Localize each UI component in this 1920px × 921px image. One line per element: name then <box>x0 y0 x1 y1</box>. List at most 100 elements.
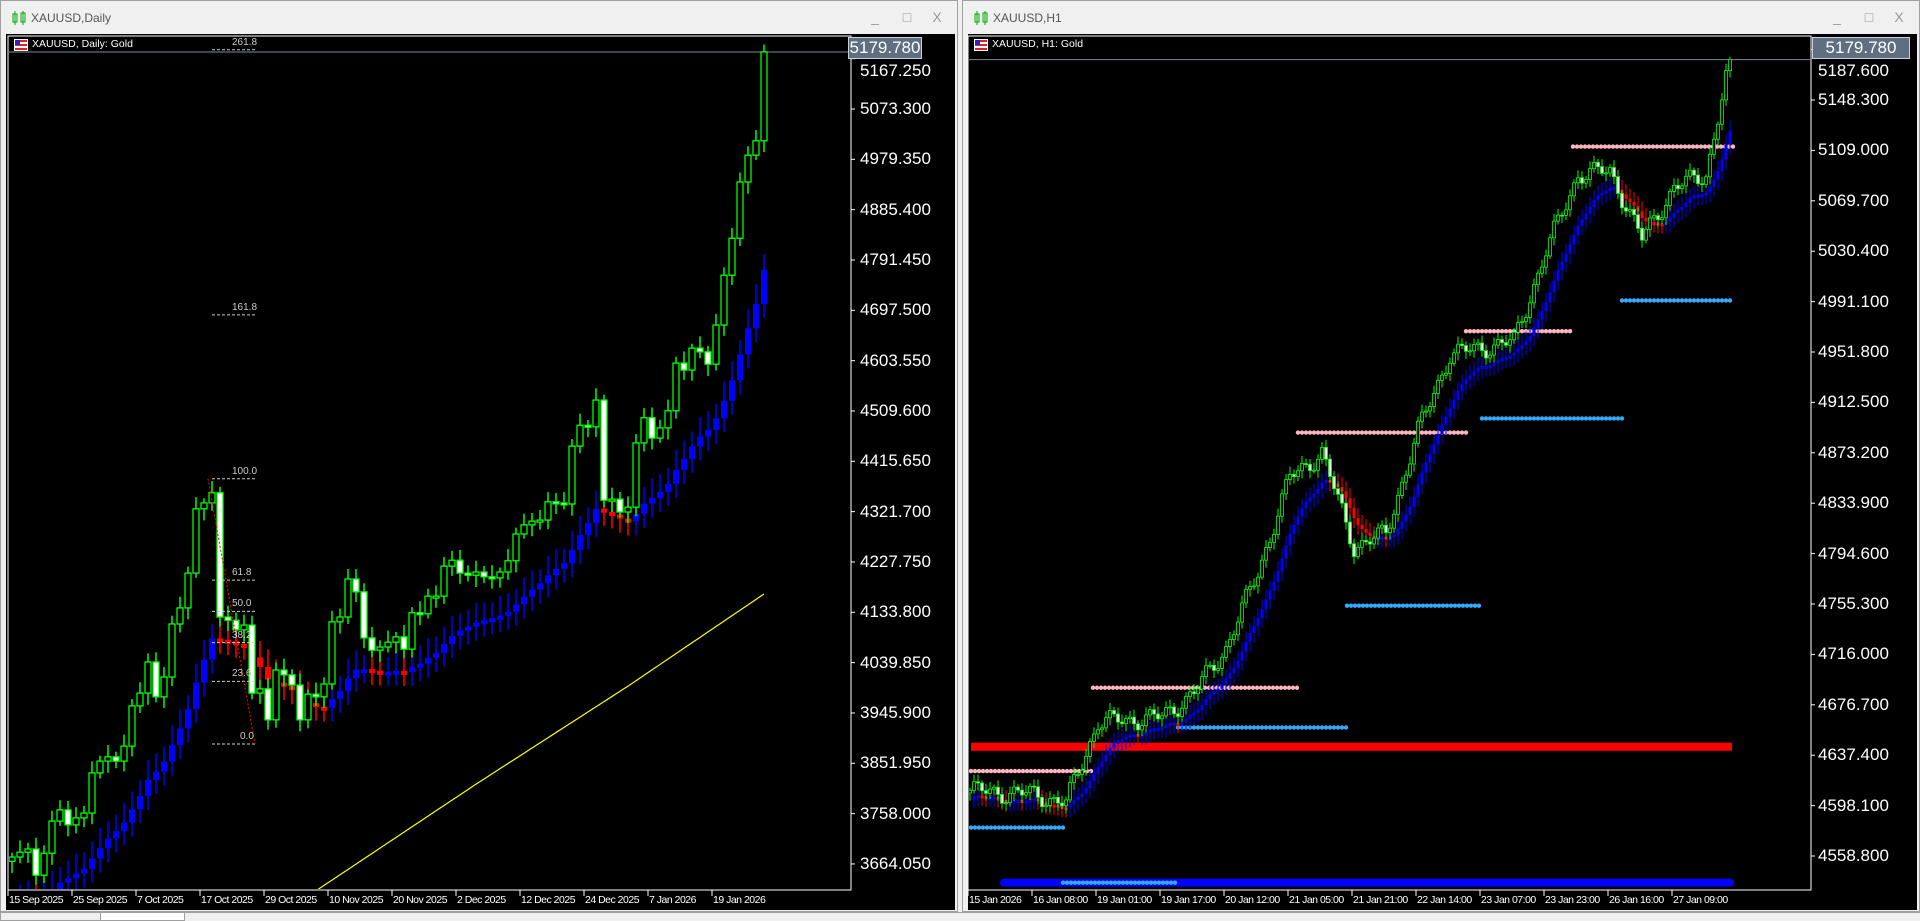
fib-level-label: 50.0 <box>232 598 252 610</box>
bear-candle <box>1344 502 1348 523</box>
minimize-button[interactable]: _ <box>871 9 879 25</box>
chart-canvas[interactable] <box>968 34 1917 910</box>
trend-bar <box>1076 796 1080 801</box>
bear-candle <box>1560 214 1564 217</box>
resistance-dot <box>996 768 1002 774</box>
trend-bar <box>569 549 575 564</box>
bear-candle <box>1176 713 1180 717</box>
trend-bar <box>1628 198 1632 203</box>
support-dot <box>1659 298 1665 303</box>
y-tick-label: 4227.750 <box>860 551 931 571</box>
bull-candle <box>24 848 32 853</box>
support-dot <box>1267 725 1273 730</box>
candlestick-icon <box>974 11 988 25</box>
resistance-dot <box>1606 144 1612 149</box>
trend-bar <box>1304 501 1308 509</box>
chart-tab[interactable] <box>0 913 102 921</box>
bull-candle <box>1088 741 1092 757</box>
resistance-dot <box>1467 329 1473 334</box>
window-titlebar[interactable]: XAUUSD,Daily _ □ X <box>1 1 957 34</box>
trend-bar <box>1292 524 1296 534</box>
support-dot <box>1615 416 1621 421</box>
chart-tab-active[interactable] <box>100 913 185 921</box>
trend-bar <box>609 511 615 516</box>
support-dot <box>1523 416 1529 421</box>
trend-bar <box>1204 699 1208 706</box>
bull-candle <box>1200 676 1204 690</box>
trend-bar <box>1652 222 1656 226</box>
trend-bar <box>321 706 327 711</box>
x-tick-label: 19 Jan 01:00 <box>1097 894 1152 906</box>
trend-bar <box>1088 781 1092 789</box>
trend-bar <box>1260 609 1264 619</box>
trend-bar <box>1208 694 1212 700</box>
resistance-dot <box>1294 685 1300 690</box>
bear-candle <box>680 362 688 371</box>
trend-bar <box>1660 223 1664 227</box>
bull-candle <box>1604 172 1608 175</box>
bull-candle <box>432 595 440 599</box>
bull-candle <box>1392 513 1396 529</box>
bull-candle <box>440 565 448 597</box>
resistance-dot <box>1331 430 1337 435</box>
bull-candle <box>1520 321 1524 324</box>
trend-bar <box>401 670 407 675</box>
bull-candle <box>1264 547 1268 561</box>
trend-bar <box>1576 225 1580 235</box>
bull-candle <box>192 508 200 574</box>
bear-candle <box>1484 350 1488 359</box>
y-tick-label: 3945.900 <box>860 702 931 722</box>
resistance-dot <box>1343 430 1349 435</box>
support-dot <box>1068 880 1074 885</box>
bear-candle <box>112 756 120 762</box>
bull-candle <box>1004 802 1008 805</box>
resistance-dot <box>1234 685 1240 690</box>
resistance-dot <box>1134 685 1140 690</box>
resistance-dot <box>1582 144 1588 149</box>
resistance-dot <box>1166 685 1172 690</box>
resistance-dot <box>1698 144 1704 149</box>
window-titlebar[interactable]: XAUUSD,H1 _ □ X <box>963 1 1919 34</box>
resistance-dot <box>1327 430 1333 435</box>
trend-bar <box>1504 357 1508 361</box>
support-dot <box>1008 825 1014 830</box>
close-button[interactable]: X <box>1894 9 1904 25</box>
bull-candle <box>1184 695 1188 709</box>
close-button[interactable]: X <box>932 9 942 25</box>
resistance-dot <box>1040 768 1046 774</box>
bull-candle <box>392 636 400 643</box>
trend-bar <box>521 596 527 605</box>
trend-bar <box>689 446 695 460</box>
trend-bar <box>1536 319 1540 328</box>
bull-candle <box>1724 70 1728 101</box>
trend-bar <box>121 822 127 832</box>
bull-candle <box>56 809 64 822</box>
maximize-button[interactable]: □ <box>902 9 912 25</box>
current-price-label: 5179.780 <box>1812 37 1910 59</box>
support-dot <box>1571 416 1577 421</box>
resistance-dot <box>1586 144 1592 149</box>
resistance-dot <box>1559 329 1565 334</box>
resistance-dot <box>1016 768 1022 774</box>
y-tick-label: 5167.250 <box>860 61 931 80</box>
minimize-button[interactable]: _ <box>1833 9 1841 25</box>
resistance-dot <box>1682 144 1688 149</box>
bull-candle <box>200 502 208 510</box>
trend-bar <box>1012 800 1016 804</box>
trend-bar <box>1452 399 1456 409</box>
bull-candle <box>1432 393 1436 407</box>
bull-candle <box>544 501 552 521</box>
support-dot <box>1727 298 1733 303</box>
trend-bar <box>1144 732 1148 736</box>
support-dot <box>1084 880 1090 885</box>
bull-candle <box>632 442 640 508</box>
bull-candle <box>1028 785 1032 794</box>
support-dot <box>1683 298 1689 303</box>
maximize-button[interactable]: □ <box>1864 9 1874 25</box>
resistance-dot <box>1307 430 1313 435</box>
y-tick-label: 5069.700 <box>1818 190 1889 210</box>
support-dot <box>1551 416 1557 421</box>
support-dot <box>1259 725 1265 730</box>
bull-candle <box>1668 191 1672 206</box>
moving-average-line <box>317 593 765 889</box>
